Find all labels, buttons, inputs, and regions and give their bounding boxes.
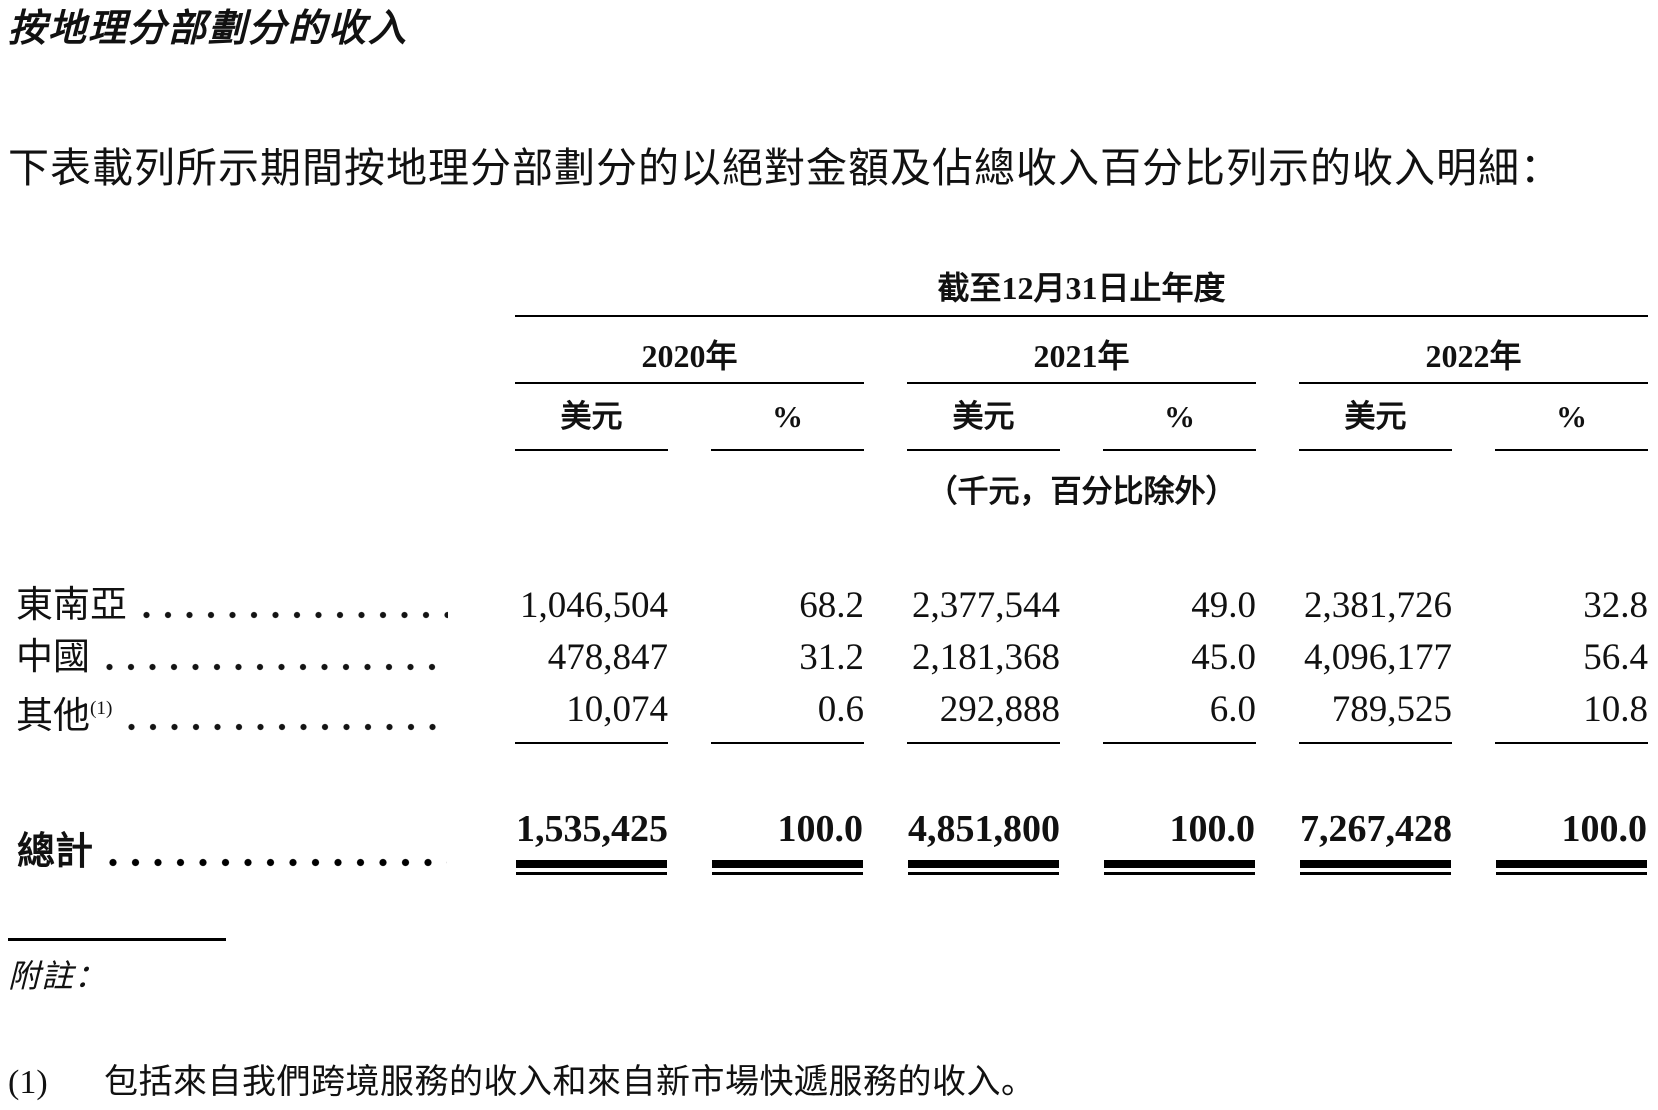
period-header: 截至12月31日止年度: [515, 267, 1649, 317]
cell-usd-2021: 2,377,544: [912, 584, 1060, 626]
row-label-cell: 其他(1): [16, 684, 472, 743]
double-rule: [1300, 860, 1451, 876]
col-header-usd-2021: 美元: [907, 384, 1060, 451]
page-title: 按地理分部劃分的收入: [8, 8, 409, 50]
row-label-cell: 中國: [16, 632, 472, 684]
col-header-pct-2022: %: [1495, 384, 1649, 451]
total-usd-2022: 7,267,428: [1299, 806, 1452, 877]
cell-usd-2022: 2,381,726: [1304, 584, 1452, 626]
footnote-marker: (1): [8, 1064, 48, 1102]
year-header-2020: 2020年: [515, 317, 864, 384]
footnote-text: 包括來自我們跨境服務的收入和來自新市場快遞服務的收入。: [104, 1064, 1036, 1102]
dot-leader: [128, 722, 448, 731]
revenue-by-geography-table: 截至12月31日止年度 2020年 2021年 2022年 美元 % 美元 % …: [0, 267, 1658, 877]
row-label: 中國: [16, 637, 90, 679]
year-header-2022: 2022年: [1299, 317, 1649, 384]
row-label-cell: 東南亞: [16, 580, 472, 632]
cell-pct-2020: 68.2: [799, 584, 864, 626]
cell-usd-2020: 478,847: [547, 637, 668, 679]
double-rule: [712, 860, 863, 876]
total-label: 總計: [17, 830, 94, 873]
empty-cell: [16, 451, 472, 512]
table-row-total: 總計 1,535,425 100.0 4,851,800 100.0 7,267…: [16, 806, 1648, 877]
dot-leader: [109, 858, 447, 868]
col-header-usd-2022: 美元: [1299, 384, 1452, 451]
unit-note: （千元，百分比除外）: [926, 473, 1237, 509]
spacer-row: [16, 512, 1648, 580]
row-label-cell: 總計: [16, 806, 472, 877]
intro-paragraph: 下表載列所示期間按地理分部劃分的以絕對金額及佔總收入百分比列示的收入明細：: [8, 144, 1562, 191]
empty-cell: [16, 317, 472, 384]
cell-pct-2022: 56.4: [1583, 637, 1649, 679]
row-label: 東南亞: [16, 584, 127, 626]
table-row-southeast-asia: 東南亞 1,046,504 68.2 2,377,544 49.0 2,381,…: [16, 580, 1648, 632]
cell-pct-2021: 49.0: [1191, 584, 1256, 626]
cell-pct-2021: 6.0: [1103, 684, 1256, 744]
table-row-others: 其他(1) 10,074 0.6 292,888 6.0 789,525 10.…: [16, 684, 1649, 744]
total-pct-2020: 100.0: [711, 806, 864, 877]
empty-cell: [16, 384, 472, 451]
total-pct-2022: 100.0: [1495, 806, 1648, 877]
notes-heading: 附註：: [8, 958, 108, 995]
total-usd-2021: 4,851,800: [907, 806, 1060, 877]
col-header-usd-2020: 美元: [515, 384, 668, 451]
cell-pct-2021: 45.0: [1191, 637, 1256, 679]
footnote-reference: (1): [90, 698, 113, 720]
cell-pct-2022: 32.8: [1583, 584, 1649, 626]
cell-usd-2020: 1,046,504: [520, 584, 668, 626]
dot-leader: [143, 611, 448, 620]
col-header-pct-2021: %: [1103, 384, 1256, 451]
year-header-2021: 2021年: [907, 317, 1256, 384]
cell-usd-2022: 4,096,177: [1304, 637, 1452, 679]
cell-usd-2021: 292,888: [907, 684, 1060, 744]
double-rule: [1496, 860, 1648, 876]
total-pct-2021: 100.0: [1103, 806, 1256, 877]
double-rule: [516, 860, 667, 876]
cell-pct-2022: 10.8: [1495, 684, 1649, 744]
row-label: 其他(1): [16, 696, 113, 738]
double-rule: [1104, 860, 1255, 876]
cell-usd-2022: 789,525: [1299, 684, 1452, 744]
empty-cell: [16, 267, 472, 317]
cell-pct-2020: 31.2: [799, 637, 864, 679]
cell-usd-2021: 2,181,368: [912, 637, 1060, 679]
cell-usd-2020: 10,074: [515, 684, 668, 744]
cell-pct-2020: 0.6: [711, 684, 864, 744]
footnote-1: (1) 包括來自我們跨境服務的收入和來自新市場快遞服務的收入。: [8, 1061, 1658, 1105]
notes-divider-rule: [8, 938, 226, 942]
table-row-china: 中國 478,847 31.2 2,181,368 45.0 4,096,177…: [16, 632, 1648, 684]
spacer-row: [16, 744, 1648, 806]
column-header-row: 美元 % 美元 % 美元 %: [16, 384, 1649, 451]
total-usd-2020: 1,535,425: [515, 806, 668, 877]
year-header-row: 2020年 2021年 2022年: [16, 317, 1649, 384]
double-rule: [908, 860, 1059, 876]
dot-leader: [106, 663, 448, 672]
unit-note-row: （千元，百分比除外）: [16, 451, 1648, 512]
col-header-pct-2020: %: [711, 384, 864, 451]
period-header-row: 截至12月31日止年度: [16, 267, 1649, 317]
